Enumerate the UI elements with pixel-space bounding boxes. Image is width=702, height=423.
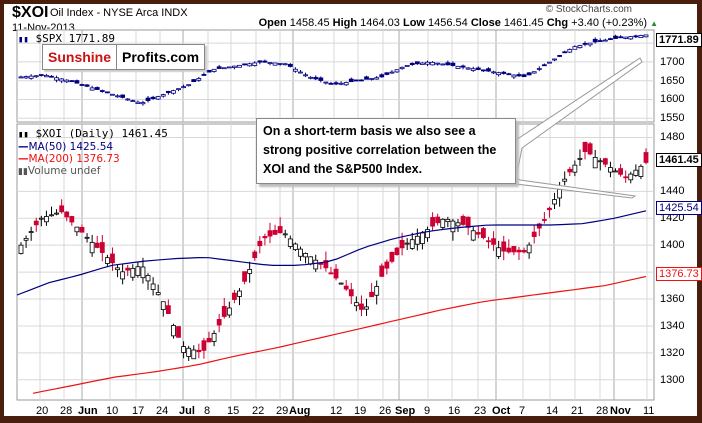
chg-label: Chg <box>546 17 569 29</box>
x-tick-label: 7 <box>519 405 526 417</box>
x-tick-label: 12 <box>330 405 343 417</box>
ma200-legend-label: MA(200) 1376.73 <box>28 153 120 165</box>
y-tick-label: 1480 <box>660 131 685 144</box>
xoi-legend-label: $XOI (Daily) 1461.45 <box>35 127 168 140</box>
symbol-title: $XOI <box>12 4 49 21</box>
candlestick-icon: ▮▮ <box>18 35 29 45</box>
up-arrow-icon: ▲ <box>650 19 658 28</box>
xoi-legend-main: ▮▮ $XOI (Daily) 1461.45 <box>18 128 168 141</box>
logo-part2: Profits.com <box>122 49 200 65</box>
index-name: Oil Index - NYSE Arca INDX <box>50 7 188 19</box>
x-tick-label: 28 <box>596 405 609 417</box>
volume-legend: ▮▮Volume undef <box>18 165 168 178</box>
close-value: 1461.45 <box>503 17 544 29</box>
x-tick-label: 19 <box>354 405 367 417</box>
ma50-legend-label: MA(50) 1425.54 <box>28 141 114 153</box>
chg-value: +3.40 (+0.23%) <box>571 17 648 29</box>
low-label: Low <box>402 17 425 29</box>
volume-bars-icon: ▮▮ <box>18 167 28 177</box>
x-tick-label: Sep <box>395 405 416 417</box>
x-tick-label: Jul <box>179 405 195 417</box>
x-tick-label: 28 <box>60 405 73 417</box>
x-tick-label: 10 <box>106 405 119 417</box>
x-tick-label: Aug <box>289 405 311 417</box>
y-tick-label: 1700 <box>660 55 685 68</box>
x-tick-label: 20 <box>36 405 49 417</box>
ma50-line-icon: — <box>18 141 29 153</box>
ma50-legend: —MA(50) 1425.54 <box>18 141 168 153</box>
high-label: High <box>332 17 358 29</box>
xoi-last-price-tag: 1461.45 <box>656 153 702 167</box>
close-label: Close <box>470 17 501 29</box>
x-tick-label: 22 <box>252 405 265 417</box>
x-tick-label: 8 <box>204 405 211 417</box>
xoi-legend: ▮▮ $XOI (Daily) 1461.45 —MA(50) 1425.54 … <box>18 128 168 178</box>
y-tick-label: 1600 <box>660 93 685 106</box>
open-label: Open <box>258 17 287 29</box>
y-tick-label: 1550 <box>660 112 685 125</box>
x-tick-label: 15 <box>227 405 240 417</box>
low-value: 1456.54 <box>428 17 468 29</box>
y-tick-label: 1400 <box>660 239 685 252</box>
y-tick-label: 1650 <box>660 74 685 87</box>
x-tick-label: 26 <box>379 405 392 417</box>
copyright: © StockCharts.com <box>545 4 632 15</box>
x-tick-label: Oct <box>492 405 511 417</box>
candlestick-icon: ▮▮ <box>18 130 29 140</box>
x-tick-label: 14 <box>546 405 559 417</box>
y-tick-label: 1340 <box>660 319 685 332</box>
volume-legend-label: Volume undef <box>27 165 101 177</box>
x-tick-label: 16 <box>448 405 461 417</box>
x-tick-label: 21 <box>571 405 584 417</box>
x-tick-label: 17 <box>132 405 145 417</box>
ma200-line-icon: — <box>18 153 29 165</box>
x-tick-label: Nov <box>610 405 631 417</box>
y-tick-label: 1420 <box>660 212 685 225</box>
x-tick-label: 9 <box>424 405 431 417</box>
ma200-last-tag: 1376.73 <box>656 267 702 281</box>
annotation-callout: On a short-term basis we also see a stro… <box>256 118 516 184</box>
y-tick-label: 1360 <box>660 293 685 306</box>
ma200-legend: —MA(200) 1376.73 <box>18 153 168 165</box>
spx-last-price-tag: 1771.89 <box>656 33 702 47</box>
y-tick-label: 1440 <box>660 185 685 198</box>
x-tick-label: 23 <box>474 405 487 417</box>
spx-legend-label: $SPX 1771.89 <box>35 32 115 45</box>
x-tick-label: 11 <box>643 405 655 417</box>
high-value: 1464.03 <box>360 17 400 29</box>
y-tick-label: 1320 <box>660 346 685 359</box>
sunshine-profits-logo: Sunshine Profits.com <box>42 44 206 70</box>
logo-part1: Sunshine <box>43 45 118 69</box>
ohlc-summary: Open 1458.45 High 1464.03 Low 1456.54 Cl… <box>259 17 658 29</box>
x-tick-label: Jun <box>78 405 98 417</box>
x-tick-label: 29 <box>276 405 289 417</box>
ma50-last-tag: 1425.54 <box>656 201 702 215</box>
y-tick-label: 1300 <box>660 373 685 386</box>
spx-legend: ▮▮ $SPX 1771.89 <box>18 32 115 45</box>
open-value: 1458.45 <box>289 17 330 29</box>
x-tick-label: 24 <box>156 405 169 417</box>
